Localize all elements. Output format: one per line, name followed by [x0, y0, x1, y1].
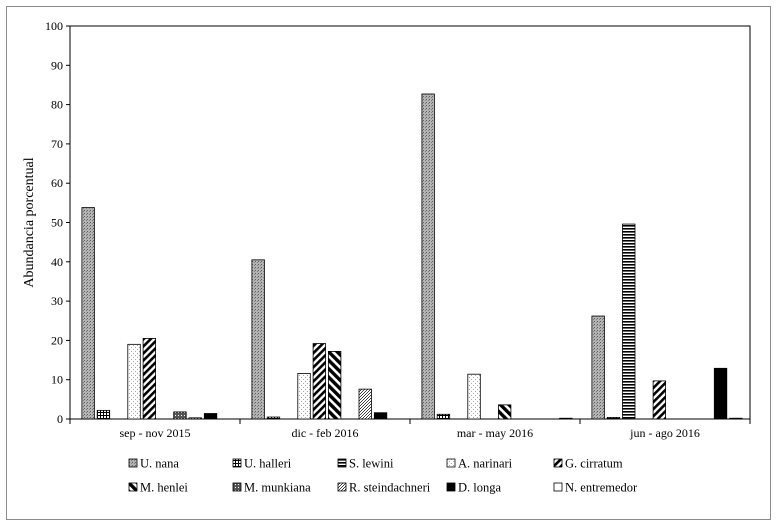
bars-group	[81, 93, 743, 420]
legend-label-u-halleri: U. halleri	[244, 457, 292, 471]
y-tick-label: 70	[51, 137, 63, 151]
y-tick-label: 10	[51, 373, 63, 387]
y-tick-label: 0	[57, 412, 63, 426]
bar-u-nana	[81, 207, 95, 420]
chart-frame	[6, 6, 771, 520]
y-tick-label: 90	[51, 58, 63, 72]
legend-swatch-d-longa	[446, 482, 456, 492]
legend-label-u-nana: U. nana	[140, 457, 179, 471]
y-tick-label: 30	[51, 294, 63, 308]
legend-swatch-r-steindachneri	[337, 482, 347, 492]
legend-label-r-steindachneri: R. steindachneri	[349, 481, 431, 495]
legend: U. nana U. halleri S. lewini A. narinari G. …	[128, 457, 638, 495]
x-tick-label: jun - ago 2016	[629, 426, 700, 440]
legend-label-m-munkiana: M. munkiana	[244, 481, 311, 495]
bar-m-munkiana	[173, 411, 187, 420]
bar-r-steindachneri	[358, 388, 372, 420]
bar-n-entremedor	[729, 417, 743, 420]
legend-label-m-henlei: M. henlei	[140, 481, 188, 495]
legend-swatch-s-lewini	[337, 458, 347, 468]
bar-u-nana	[251, 259, 265, 420]
y-tick-label: 100	[45, 19, 63, 33]
bar-d-longa	[203, 413, 218, 420]
legend-label-g-cirratum: G. cirratum	[565, 457, 623, 471]
bar-u-halleri	[266, 416, 281, 420]
y-tick-label: 80	[51, 98, 63, 112]
legend-swatch-m-munkiana	[232, 482, 242, 492]
x-tick-label: mar - may 2016	[457, 426, 533, 440]
legend-swatch-m-henlei	[128, 482, 138, 492]
legend-label-s-lewini: S. lewini	[349, 457, 394, 471]
bar-g-cirratum	[312, 343, 327, 420]
bar-r-steindachneri	[188, 417, 202, 420]
legend-swatch-g-cirratum	[553, 458, 563, 468]
bar-a-narinari	[297, 373, 311, 420]
legend-swatch-u-nana	[128, 458, 138, 468]
y-tick-label: 20	[51, 333, 63, 347]
bar-d-longa	[713, 367, 728, 420]
legend-label-d-longa: D. longa	[458, 481, 502, 495]
y-axis-title: Abundancia porcentual	[22, 157, 37, 287]
bar-u-nana	[421, 93, 435, 420]
y-tick-label: 50	[51, 216, 63, 230]
bar-n-entremedor	[559, 417, 573, 420]
x-tick-label: sep - nov 2015	[120, 426, 191, 440]
bar-m-henlei	[327, 351, 342, 420]
bar-u-halleri	[606, 417, 621, 420]
y-tick-label: 40	[51, 255, 63, 269]
bar-u-nana	[591, 315, 605, 420]
x-tick-label: dic - feb 2016	[292, 426, 359, 440]
bar-a-narinari	[127, 343, 141, 420]
bar-g-cirratum	[652, 380, 666, 420]
legend-swatch-u-halleri	[232, 458, 242, 468]
bar-u-halleri	[96, 409, 111, 420]
bar-m-henlei	[497, 404, 512, 420]
plot-area-border	[69, 25, 751, 420]
bar-u-halleri	[436, 413, 451, 420]
legend-label-a-narinari: A. narinari	[458, 457, 513, 471]
bar-s-lewini	[622, 223, 636, 420]
legend-label-n-entremedor: N. entremedor	[565, 481, 638, 495]
axes: 0 10 20 30 40 50 60 70 80 90 100 Abundancia porcent…	[22, 19, 751, 440]
bar-a-narinari	[467, 373, 481, 420]
legend-swatch-a-narinari	[446, 458, 456, 468]
y-tick-label: 60	[51, 176, 63, 190]
bar-g-cirratum	[142, 338, 157, 420]
bar-d-longa	[373, 412, 388, 420]
legend-swatch-n-entremedor	[553, 482, 563, 492]
